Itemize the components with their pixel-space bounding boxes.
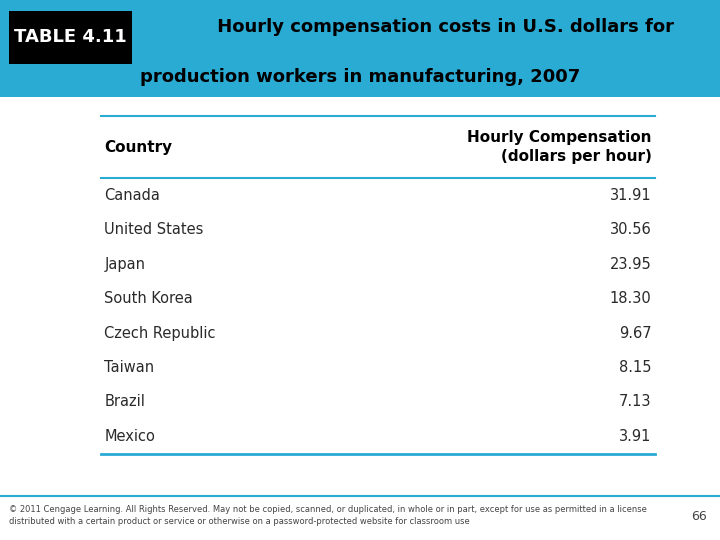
Text: 7.13: 7.13 xyxy=(619,394,652,409)
Text: (dollars per hour): (dollars per hour) xyxy=(500,150,652,164)
Text: © 2011 Cengage Learning. All Rights Reserved. May not be copied, scanned, or dup: © 2011 Cengage Learning. All Rights Rese… xyxy=(9,505,647,514)
Text: Mexico: Mexico xyxy=(104,429,156,444)
Text: 3.91: 3.91 xyxy=(619,429,652,444)
Text: 18.30: 18.30 xyxy=(610,291,652,306)
Text: South Korea: South Korea xyxy=(104,291,193,306)
Text: 9.67: 9.67 xyxy=(619,326,652,341)
Text: Taiwan: Taiwan xyxy=(104,360,155,375)
Text: 23.95: 23.95 xyxy=(610,256,652,272)
Text: Brazil: Brazil xyxy=(104,394,145,409)
Text: Hourly compensation costs in U.S. dollars for: Hourly compensation costs in U.S. dollar… xyxy=(211,18,675,36)
Text: 30.56: 30.56 xyxy=(610,222,652,238)
Text: United States: United States xyxy=(104,222,204,238)
Text: 31.91: 31.91 xyxy=(610,188,652,203)
Text: Canada: Canada xyxy=(104,188,161,203)
Text: TABLE 4.11: TABLE 4.11 xyxy=(14,28,127,46)
Text: production workers in manufacturing, 2007: production workers in manufacturing, 200… xyxy=(140,68,580,86)
Text: distributed with a certain product or service or otherwise on a password-protect: distributed with a certain product or se… xyxy=(9,517,469,526)
Text: 8.15: 8.15 xyxy=(619,360,652,375)
Text: Japan: Japan xyxy=(104,256,145,272)
Text: Hourly Compensation: Hourly Compensation xyxy=(467,130,652,145)
Text: Czech Republic: Czech Republic xyxy=(104,326,216,341)
Text: 66: 66 xyxy=(691,510,707,523)
Text: Country: Country xyxy=(104,140,173,154)
